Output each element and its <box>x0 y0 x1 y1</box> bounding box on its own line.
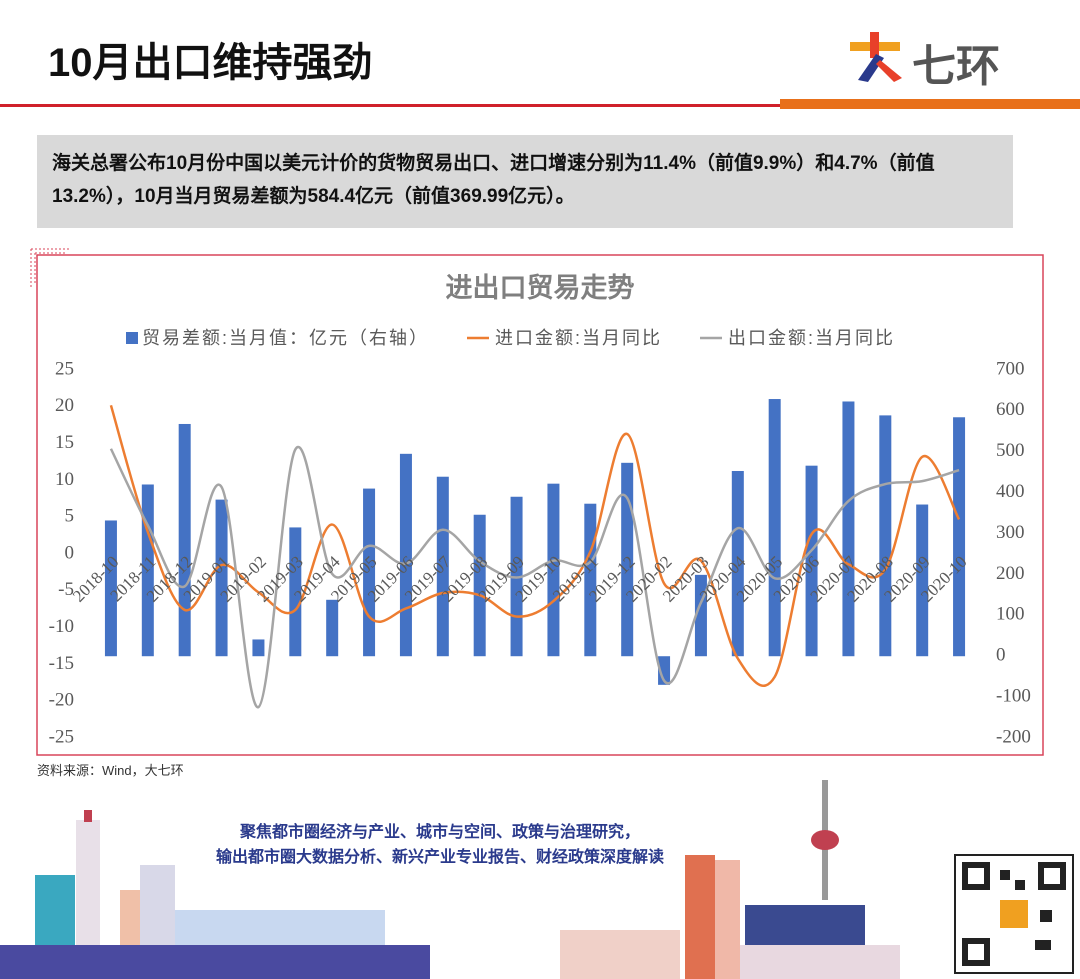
source: 资料来源：Wind，大七环 <box>37 763 184 778</box>
bar <box>621 462 634 657</box>
bar <box>879 415 892 657</box>
bar <box>141 484 154 657</box>
chart-title: 进出口贸易走势 <box>446 273 635 303</box>
y2-tick-label: 100 <box>996 604 1025 625</box>
bar <box>953 417 966 657</box>
y-tick-label: -5 <box>58 579 74 600</box>
y2-tick-label: 500 <box>996 440 1025 461</box>
y2-tick-label: 600 <box>996 399 1025 420</box>
frame-corner <box>30 248 71 289</box>
bar <box>916 504 929 657</box>
bar <box>326 599 339 657</box>
chart: 进出口贸易走势 25 20 15 10 5 0 -5 -10 -15 -20 -25 700 600 50… <box>30 248 1044 756</box>
bar <box>842 401 855 657</box>
page-title: 10月出口维持强劲 <box>48 41 373 85</box>
bar <box>178 423 191 657</box>
legend-swatch <box>126 332 138 344</box>
bar <box>473 514 486 657</box>
y-tick-label: 25 <box>55 358 74 379</box>
footer-line: 输出都市圈大数据分析、新兴产业专业报告、财经政策深度解读 <box>216 847 664 866</box>
y-tick-label: 0 <box>65 542 75 563</box>
y2-tick-label: 0 <box>996 645 1006 666</box>
footer-illustration: 聚焦都市圈经济与产业、城市与空间、政策与治理研究， 输出都市圈大数据分析、新兴产… <box>0 780 1074 979</box>
y2-tick-label: -200 <box>996 726 1031 747</box>
y-tick-label: -25 <box>49 726 74 747</box>
y-tick-label: -20 <box>49 690 74 711</box>
logo-text: 七环 <box>912 42 1000 91</box>
line <box>109 404 961 687</box>
summary: 海关总署公布10月份中国以美元计价的货物贸易出口、进口增速分别为11.4%（前值… <box>37 135 1013 228</box>
bar <box>104 520 117 657</box>
bar <box>547 483 560 657</box>
y2-tick-label: 200 <box>996 563 1025 584</box>
bar <box>768 399 781 657</box>
header-rule <box>0 104 780 107</box>
footer-line: 聚焦都市圈经济与产业、城市与空间、政策与治理研究， <box>239 822 640 841</box>
bar <box>399 453 412 657</box>
legend-label: 进口金额:当月同比 <box>495 328 662 348</box>
y-tick-label: 5 <box>65 506 75 527</box>
y-tick-label: -10 <box>49 616 74 637</box>
bar <box>252 639 265 657</box>
bar <box>805 465 818 657</box>
header-rule-accent <box>780 99 1080 109</box>
y2-tick-label: -100 <box>996 685 1031 706</box>
line <box>109 445 960 709</box>
logo-icon <box>850 32 902 82</box>
chart-frame <box>36 254 1044 756</box>
bar <box>215 499 228 657</box>
y-tick-label: 15 <box>55 432 74 453</box>
y2-tick-label: 300 <box>996 522 1025 543</box>
y-tick-label: 20 <box>55 395 74 416</box>
y-tick-label: 10 <box>55 469 74 490</box>
bar <box>436 476 449 657</box>
bar <box>731 470 744 657</box>
y-tick-label: -15 <box>49 653 74 674</box>
y2-tick-label: 700 <box>996 358 1025 379</box>
bar <box>289 527 302 657</box>
legend-label: 出口金额:当月同比 <box>728 328 895 348</box>
y2-tick-label: 400 <box>996 481 1025 502</box>
legend-label: 贸易差额:当月值：亿元（右轴） <box>142 328 429 348</box>
bar <box>658 656 671 685</box>
